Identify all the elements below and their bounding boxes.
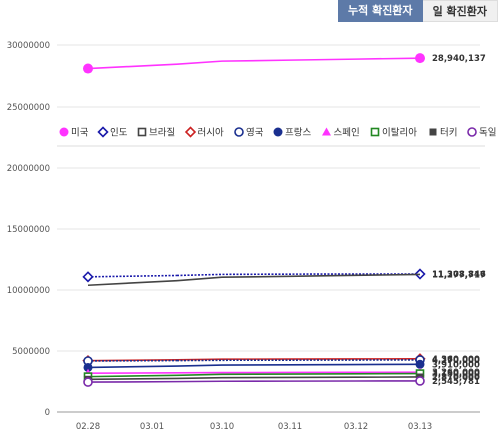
x-tick-label: 03.10 — [210, 422, 234, 432]
legend-marker — [429, 128, 437, 136]
legend: 미국 인도 브라질 러시아 영국 프랑스 스페인 이탈리아 터키 독일 — [71, 127, 496, 139]
tab-bar: 누적 확진환자 일 확진환자 — [338, 0, 498, 22]
data-label: 11,308,846 — [432, 270, 486, 280]
series-line — [176, 57, 421, 66]
legend-marker — [137, 127, 147, 137]
series-line — [176, 273, 421, 277]
data-label: 4,270,000 — [432, 356, 480, 366]
legend-label: 독일 — [479, 128, 496, 139]
legend-marker — [234, 127, 244, 137]
y-tick-label: 30000000 — [7, 41, 50, 51]
data-label: 3,150,000 — [432, 370, 480, 380]
data-label: 28,940,137 — [432, 54, 486, 64]
x-tick-label: 03.12 — [344, 422, 368, 432]
series-line — [176, 273, 421, 282]
series-line — [176, 376, 421, 380]
data-label: 3,910,000 — [432, 360, 480, 370]
legend-label: 이탈리아 — [382, 127, 417, 139]
series-line — [176, 372, 421, 377]
series-line — [87, 63, 178, 70]
legend-marker — [370, 127, 380, 137]
series-line — [87, 279, 178, 287]
y-tick-label: 5000000 — [12, 347, 50, 357]
legend-marker — [467, 127, 477, 137]
y-tick-label: 15000000 — [7, 225, 50, 235]
series-line — [87, 374, 178, 378]
y-tick-label: 10000000 — [7, 286, 50, 296]
tab-cumulative-cases[interactable]: 누적 확진환자 — [338, 0, 423, 22]
series-line — [87, 377, 178, 381]
y-tick-label: 20000000 — [7, 164, 50, 174]
series-line — [176, 371, 421, 374]
legend-label: 터키 — [440, 128, 457, 139]
data-label: 11,277,717 — [432, 270, 486, 280]
data-point — [83, 63, 93, 74]
series-line — [87, 274, 178, 278]
data-point — [415, 376, 425, 386]
series-line — [87, 365, 178, 369]
y-tick-label: 0 — [45, 408, 50, 418]
series-line — [176, 358, 421, 361]
data-point — [415, 359, 425, 369]
legend-marker — [322, 127, 331, 136]
x-tick-label: 03.13 — [408, 422, 432, 432]
legend-label: 러시아 — [198, 128, 224, 139]
legend-marker — [184, 126, 197, 138]
data-point — [414, 268, 426, 280]
data-point — [83, 362, 93, 372]
series-line — [176, 363, 421, 367]
y-tick-label: 25000000 — [7, 103, 50, 113]
series-line — [176, 380, 421, 383]
data-label: 3,260,000 — [432, 368, 480, 378]
legend-label: 프랑스 — [285, 127, 311, 139]
legend-marker — [59, 127, 69, 137]
data-label: 2,545,781 — [432, 377, 480, 387]
legend-marker — [97, 126, 109, 138]
legend-label: 브라질 — [149, 127, 175, 139]
legend-label: 인도 — [110, 128, 128, 139]
x-tick-label: 03.11 — [278, 422, 302, 432]
data-point — [82, 271, 94, 283]
legend-label: 영국 — [246, 128, 264, 139]
legend-label: 스페인 — [334, 128, 360, 139]
series-line — [176, 359, 421, 362]
series-line — [87, 359, 178, 362]
tab-daily-cases[interactable]: 일 확진환자 — [422, 0, 498, 22]
legend-label: 미국 — [71, 128, 89, 139]
legend-marker — [273, 127, 283, 137]
data-label: 4,360,000 — [432, 355, 480, 365]
data-label: 2,870,000 — [432, 373, 480, 383]
x-tick-label: 02.28 — [76, 422, 100, 432]
x-tick-label: 03.01 — [140, 422, 164, 432]
data-point — [83, 377, 93, 387]
data-point — [415, 53, 425, 64]
